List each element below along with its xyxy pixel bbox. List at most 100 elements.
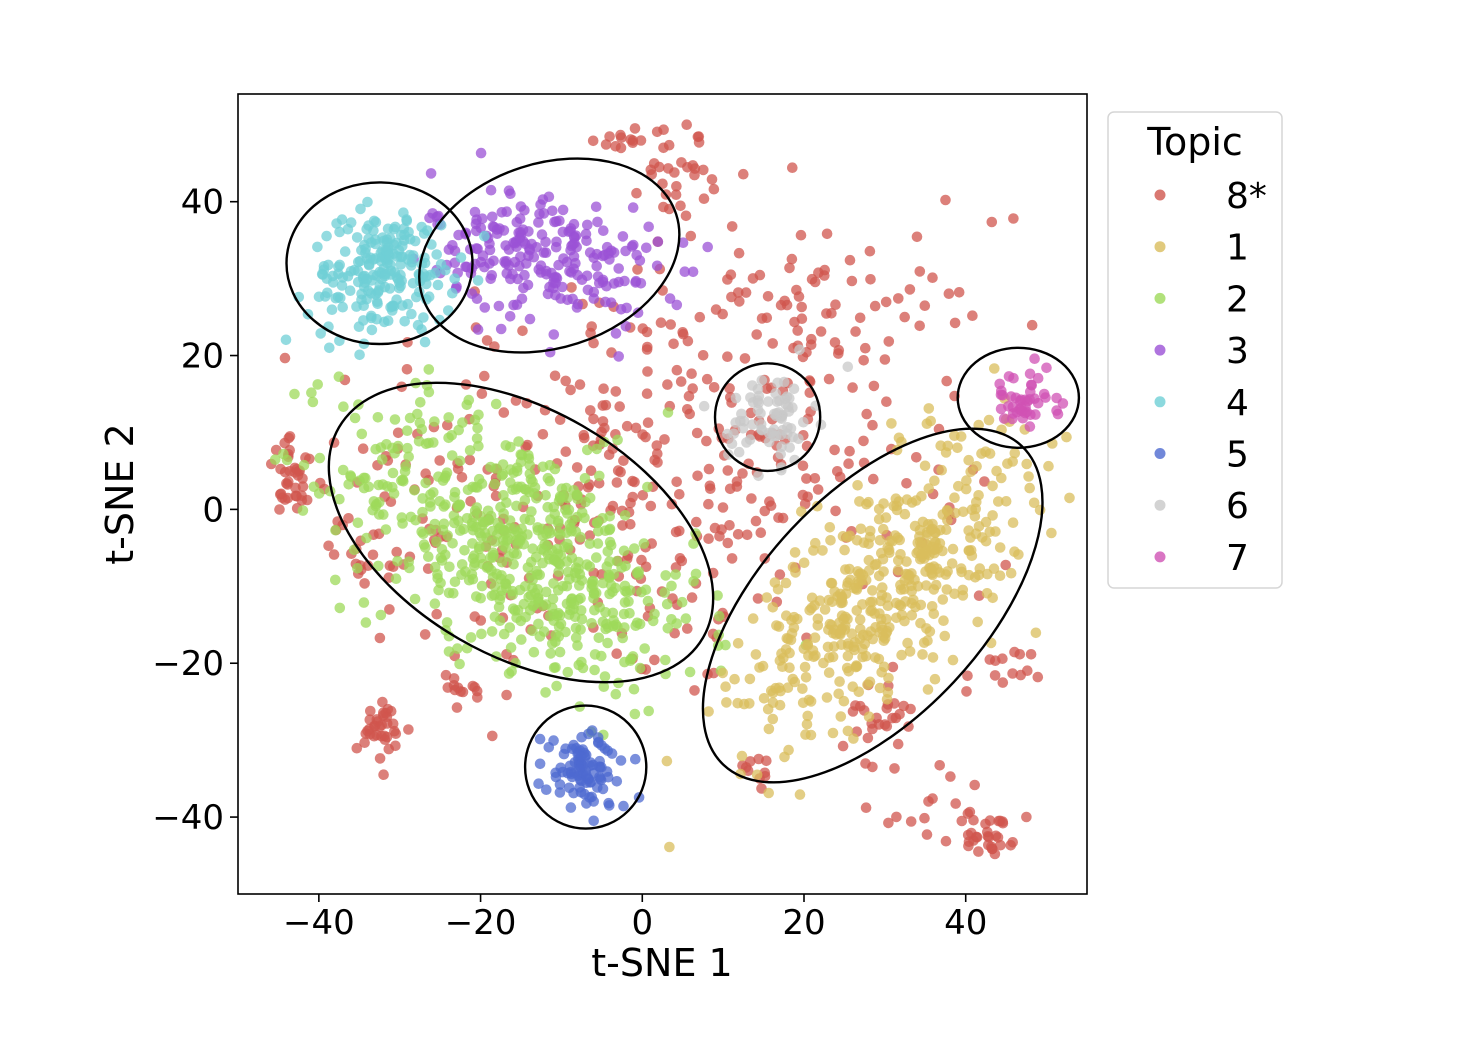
data-point [598,225,609,236]
data-point [487,730,498,742]
data-point [517,325,528,337]
data-point [794,789,806,800]
data-point [690,568,702,580]
data-point [937,545,948,557]
data-point [901,478,912,489]
legend-title: Topic [1146,120,1243,164]
data-point [425,489,436,500]
cluster-outlines [285,157,1081,830]
data-point [861,498,872,510]
data-point [801,473,812,484]
data-point [523,250,534,262]
data-point [476,628,487,640]
data-point [409,593,421,605]
data-point [584,538,596,549]
data-point [557,281,568,293]
data-point [692,470,703,482]
data-point [467,521,478,532]
data-point [671,476,682,488]
data-point [540,687,551,698]
data-point [373,509,385,520]
data-point [617,231,629,242]
data-point [484,258,495,269]
data-point [353,256,364,268]
data-point [965,466,976,478]
data-point [860,802,872,813]
data-point [758,693,770,704]
data-point [987,592,998,604]
data-point [592,538,604,549]
data-point [703,498,714,510]
legend-entry: 3 [1154,331,1249,372]
data-point [937,594,949,605]
data-point [996,385,1007,397]
data-point [879,354,891,365]
data-point [403,226,414,238]
data-point [315,328,327,339]
data-point [675,376,687,387]
data-point [881,703,893,714]
data-point [798,416,809,428]
data-point [792,325,803,336]
data-point [377,696,388,708]
data-point [547,205,558,217]
data-point [972,616,983,628]
data-point [950,798,961,809]
data-point [337,272,349,283]
y-tick-label: 0 [202,490,224,530]
data-point [669,167,680,178]
data-point [740,287,752,298]
data-point [297,505,309,516]
data-point [338,401,349,413]
data-point [333,371,345,383]
data-point [722,537,734,549]
data-point [334,602,346,614]
data-point [603,569,615,581]
data-point [769,577,781,588]
data-point [573,659,585,671]
data-point [953,287,965,298]
data-point [441,617,453,628]
data-point [703,463,715,475]
data-point [508,559,519,570]
data-point [864,245,876,257]
data-point [724,383,735,394]
data-point [755,408,766,419]
data-point [726,553,738,564]
data-point [279,466,291,478]
legend-entry: 6 [1154,486,1249,527]
data-point [901,494,913,505]
data-point [962,670,973,682]
data-point [722,465,734,476]
legend-marker [1154,292,1166,304]
data-point [834,676,845,687]
data-point [857,643,868,655]
data-point [938,615,949,626]
data-point [611,776,623,787]
data-point [306,387,317,399]
data-point [641,242,652,254]
data-point [515,615,527,627]
data-point [651,440,663,451]
data-point [352,563,363,574]
data-point [823,373,835,385]
data-point [973,521,985,532]
data-point [677,237,689,248]
data-point [767,602,779,613]
data-point [504,573,515,585]
data-point [863,711,875,722]
data-point [914,524,926,536]
data-point [598,383,609,395]
data-point [397,300,408,311]
data-point [503,185,515,196]
data-point [717,667,728,679]
data-point [762,703,774,715]
data-point [389,725,400,737]
data-point [543,742,555,753]
data-point [918,637,930,648]
data-point [419,336,431,348]
data-point [940,835,952,847]
data-point [591,443,603,455]
data-point [701,435,712,447]
data-point [864,676,876,688]
